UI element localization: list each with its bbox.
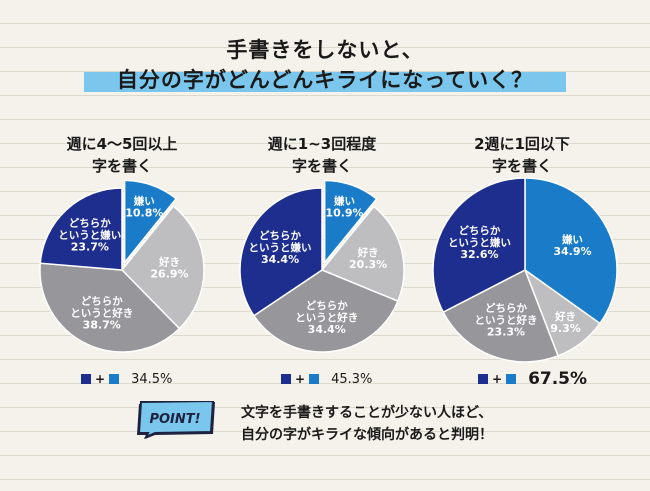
title-line2: 自分の字がどんどんキライになっていく？ (116, 68, 534, 92)
title-highlight (84, 72, 566, 92)
chart1-title: 週に4～5回以上 (66, 135, 178, 153)
chart3-label-like: 好き (554, 310, 576, 323)
chart1-summary: + 34.5% (81, 369, 172, 389)
chart3-subtitle: 字を書く (491, 157, 552, 175)
chart1-label-somewhat-dislike: どちらかというと嫌い (58, 217, 121, 242)
chart2-label-like: 好き (357, 246, 379, 259)
chart3-summary-value: 67.5% (528, 369, 588, 389)
point-line1: 文字を手書きすることが少ない人ほど、 (241, 405, 493, 421)
chart3-value-like: 9.3% (550, 322, 581, 335)
chart1-value-like: 26.9% (150, 267, 188, 280)
blue-swatch-icon (506, 374, 517, 384)
chart3-summary: + 67.5% (478, 369, 587, 389)
plus-sign: + (95, 372, 106, 386)
chart2-slice-somewhat-dislike (239, 187, 323, 317)
chart2-value-somewhat-like: 34.4% (308, 323, 346, 336)
chart1-value-somewhat-dislike: 23.7% (71, 241, 109, 254)
chart2-header: 週に1~3回程度 字を書く (222, 133, 422, 177)
point-badge-label: POINT! (149, 412, 200, 427)
point-badge: POINT! (137, 401, 215, 439)
chart1-slice-somewhat-like (39, 262, 181, 353)
chart1-label-dislike: 嫌い (133, 194, 155, 207)
blue-swatch-icon (309, 374, 320, 384)
chart2-summary: + 45.3% (281, 369, 372, 389)
chart3-value-somewhat-like: 23.3% (487, 325, 525, 338)
chart2-slice-dislike (323, 179, 378, 265)
chart2-label-somewhat-like: どちらかというと好き (295, 299, 358, 324)
chart3-label-somewhat-like: どちらかというと好き (475, 301, 538, 326)
chart2-subtitle: 字を書く (291, 157, 352, 175)
chart1-subtitle: 字を書く (91, 157, 152, 175)
chart2-summary-value: 45.3% (331, 371, 373, 387)
point-line2: 自分の字がキライな傾向があると判明！ (241, 427, 493, 443)
point-message: 文字を手書きすることが少ない人ほど、 自分の字がキライな傾向があると判明！ (241, 402, 493, 446)
dark-blue-swatch-icon (281, 374, 291, 384)
chart1-label-somewhat-like: どちらかというと好き (70, 295, 133, 320)
chart3-value-somewhat-dislike: 32.6% (460, 248, 498, 261)
chart3-slice-somewhat-like (442, 268, 559, 363)
chart1-slice-like (120, 205, 205, 330)
chart1-slice-somewhat-dislike (39, 187, 123, 271)
title-line1: 手書きをしないと、 (226, 38, 424, 62)
chart3-title: 2週に1回以下 (474, 135, 570, 153)
chart3-label-somewhat-dislike: どちらかというと嫌い (448, 224, 511, 249)
dark-blue-swatch-icon (81, 374, 91, 384)
chart3-slice-somewhat-dislike (432, 177, 526, 314)
chart3-value-dislike: 34.9% (553, 245, 591, 258)
title-line2-block: 自分の字がどんどんキライになっていく？ (84, 64, 566, 94)
chart1-header: 週に4～5回以上 字を書く (22, 133, 222, 177)
chart2-label-somewhat-dislike: どちらかというと嫌い (249, 229, 312, 254)
chart2-slice-like (320, 205, 405, 303)
blue-swatch-icon (109, 374, 120, 384)
chart3-label-dislike: 嫌い (561, 233, 583, 246)
chart3-header: 2週に1回以下 字を書く (422, 133, 622, 177)
chart2-title: 週に1~3回程度 (267, 135, 377, 153)
chart2-slice-somewhat-like (252, 269, 399, 353)
chart3-slice-dislike (524, 177, 618, 325)
chart1-slice-dislike (123, 179, 178, 265)
chart1-label-like: 好き (158, 255, 180, 268)
chart2-pie: 嫌い10.9%好き20.3%どちらかというと好き34.4%どちらかというと嫌い3… (239, 179, 405, 353)
chart2-value-somewhat-dislike: 34.4% (261, 253, 299, 266)
chart2-value-dislike: 10.9% (325, 206, 363, 219)
plus-sign: + (295, 372, 306, 386)
plus-sign: + (492, 372, 503, 386)
chart1-value-dislike: 10.8% (125, 206, 163, 219)
chart2-value-like: 20.3% (349, 258, 387, 271)
dark-blue-swatch-icon (478, 374, 488, 384)
chart2-label-dislike: 嫌い (333, 194, 355, 207)
chart1-summary-value: 34.5% (131, 371, 173, 387)
chart1-value-somewhat-like: 38.7% (83, 319, 121, 332)
